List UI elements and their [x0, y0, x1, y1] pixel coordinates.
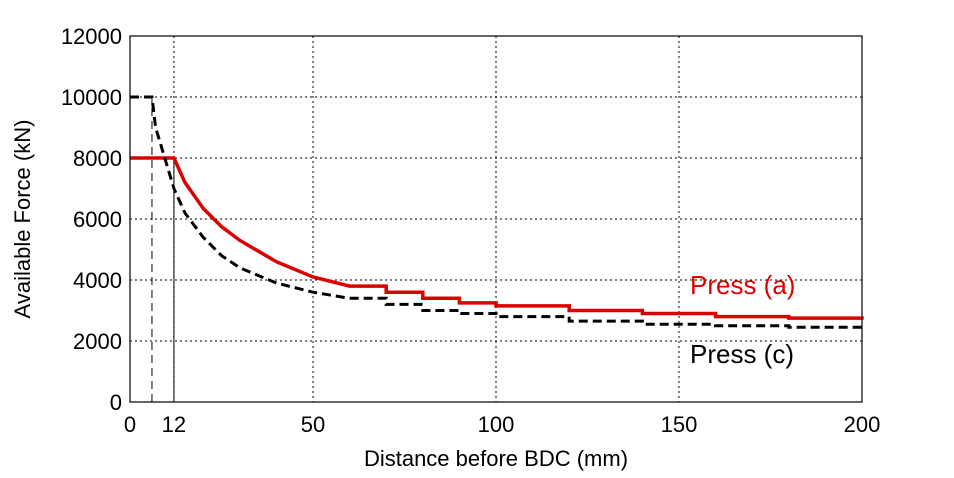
x-tick-label: 150 [661, 412, 698, 437]
reference-lines [151, 97, 175, 402]
x-tick-label: 200 [844, 412, 881, 437]
series-layer [130, 95, 864, 329]
y-tick-label: 12000 [61, 24, 122, 49]
x-tick-label: 100 [478, 412, 515, 437]
x-axis-label: Distance before BDC (mm) [364, 446, 628, 471]
tick-labels: 0 12 50 100 150 20002000400060008000100001200… [61, 24, 881, 437]
y-tick-label: 6000 [73, 207, 122, 232]
grid-layer [130, 36, 862, 402]
y-tick-label: 0 [110, 390, 122, 415]
series-line-press-a [130, 156, 864, 320]
y-tick-label: 2000 [73, 329, 122, 354]
x-tick-label: 12 [162, 412, 186, 437]
y-tick-label: 10000 [61, 85, 122, 110]
series-label-press-a: Press (a) [690, 270, 795, 300]
series-label-press-c: Press (c) [690, 339, 794, 369]
series-line-press-c [130, 95, 862, 329]
x-tick-label: 0 [124, 412, 136, 437]
y-tick-label: 8000 [73, 146, 122, 171]
plot-frame [129, 35, 863, 403]
y-tick-label: 4000 [73, 268, 122, 293]
x-tick-label: 50 [301, 412, 325, 437]
y-axis-label: Available Force (kN) [10, 120, 35, 319]
